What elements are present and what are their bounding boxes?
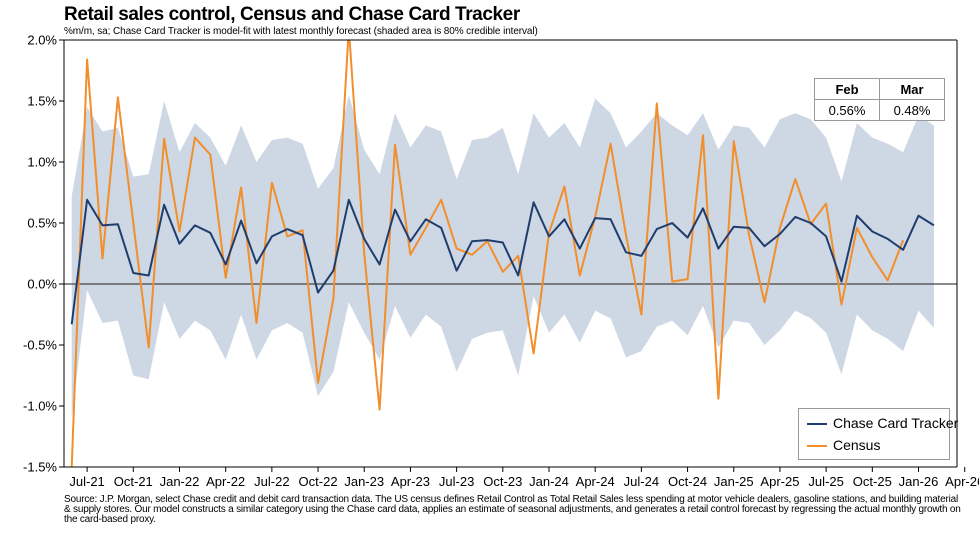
y-tick-label: 0.0% <box>27 277 57 292</box>
chart-subtitle: %m/m, sa; Chase Card Tracker is model-fi… <box>64 26 538 37</box>
x-tick-label: Oct-22 <box>299 474 338 489</box>
x-tick-label: Oct-21 <box>114 474 153 489</box>
chart-legend: Chase Card Tracker Census <box>798 408 958 460</box>
x-tick-label: Oct-25 <box>853 474 892 489</box>
y-tick-label: -1.0% <box>23 399 57 414</box>
x-tick-label: Apr-25 <box>760 474 799 489</box>
forecast-header-mar: Mar <box>879 78 945 100</box>
forecast-value-mar: 0.48% <box>879 99 945 121</box>
y-tick-label: 1.0% <box>27 155 57 170</box>
x-tick-label: Apr-24 <box>576 474 615 489</box>
series-line-chase-card-tracker <box>70 198 935 325</box>
y-tick-label: 1.5% <box>27 94 57 109</box>
x-tick-label: Jul-24 <box>624 474 659 489</box>
x-tick-label: Jul-22 <box>254 474 289 489</box>
x-tick-label: Oct-23 <box>483 474 522 489</box>
chart-title: Retail sales control, Census and Chase C… <box>64 4 520 25</box>
forecast-value-feb: 0.56% <box>814 99 880 121</box>
x-tick-label: Jul-23 <box>439 474 474 489</box>
credible-interval-band <box>71 94 934 419</box>
y-tick-label: 2.0% <box>27 33 57 48</box>
x-tick-label: Oct-24 <box>668 474 707 489</box>
forecast-table: Feb Mar 0.56% 0.48% <box>814 78 945 121</box>
x-tick-label: Jul-25 <box>808 474 843 489</box>
x-tick-label: Jan-23 <box>344 474 384 489</box>
legend-item-chase: Chase Card Tracker <box>807 415 958 431</box>
x-tick-label: Jan-26 <box>899 474 939 489</box>
legend-swatch-census <box>807 445 827 448</box>
legend-label-chase: Chase Card Tracker <box>833 415 959 431</box>
x-tick-label: Jan-22 <box>160 474 200 489</box>
x-tick-label: Apr-23 <box>391 474 430 489</box>
y-tick-label: -0.5% <box>23 338 57 353</box>
x-tick-label: Jul-21 <box>69 474 104 489</box>
legend-item-census: Census <box>807 437 880 453</box>
legend-swatch-chase <box>807 423 827 426</box>
x-tick-label: Apr-22 <box>206 474 245 489</box>
series-line-census <box>70 40 905 467</box>
x-tick-label: Apr-26 <box>945 474 979 489</box>
y-tick-label: 0.5% <box>27 216 57 231</box>
x-tick-label: Jan-25 <box>714 474 754 489</box>
source-note: Source: J.P. Morgan, select Chase credit… <box>64 494 961 525</box>
legend-label-census: Census <box>833 437 881 453</box>
y-tick-label: -1.5% <box>23 460 57 475</box>
forecast-header-feb: Feb <box>814 78 880 100</box>
x-tick-label: Jan-24 <box>529 474 569 489</box>
